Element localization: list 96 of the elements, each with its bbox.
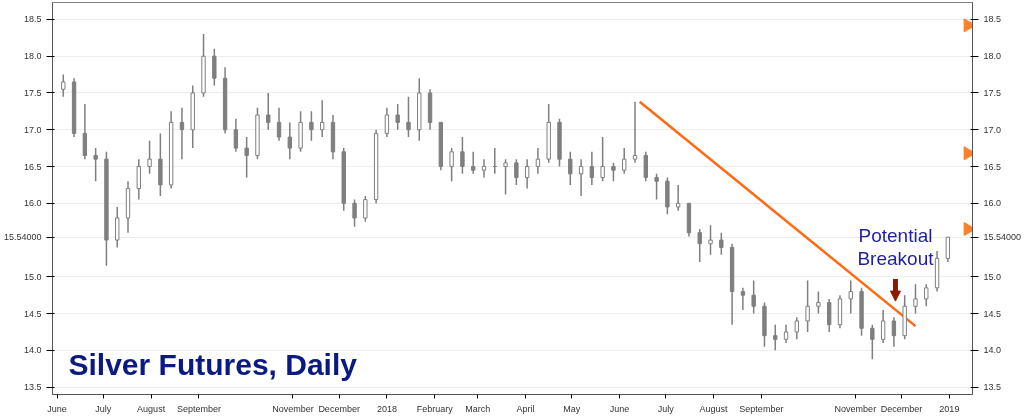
x-tick-label: November	[834, 403, 877, 414]
y2-tick-label: 18.5	[983, 14, 1002, 25]
candlestick	[287, 121, 293, 160]
y-tick-label: 17.0	[23, 124, 42, 135]
candlestick	[589, 151, 595, 186]
y2-tick-label: 16.0	[983, 198, 1002, 209]
candlestick	[578, 158, 584, 197]
candlestick	[309, 110, 314, 142]
candlestick	[600, 136, 605, 182]
x-tick-label: December	[880, 403, 923, 414]
candlestick	[870, 323, 875, 360]
candlestick	[395, 103, 400, 131]
candlestick	[913, 283, 918, 315]
y2-tick-label: 18.0	[983, 51, 1002, 62]
y2-tick-label: 16.5	[983, 161, 1002, 172]
candlestick	[675, 184, 681, 212]
candlestick	[611, 162, 616, 182]
x-tick-label: July	[657, 403, 675, 414]
candlestick	[524, 158, 530, 190]
candlestick	[406, 95, 411, 138]
y-tick-label: 13.5	[23, 382, 42, 393]
candlestick	[924, 283, 929, 307]
candlestick	[244, 136, 249, 179]
candlestick	[945, 236, 951, 263]
x-tick-label: June	[609, 403, 630, 414]
x-tick-label: December	[318, 403, 360, 414]
candlestick	[816, 290, 821, 315]
y-tick-label: 15.54000	[3, 232, 42, 243]
x-tick-label: November	[272, 403, 314, 414]
candlestick	[514, 158, 519, 186]
x-tick-label: March	[465, 403, 491, 414]
y2-tick-label: 15.54000	[983, 232, 1022, 243]
candlestick	[751, 279, 756, 315]
candlestick	[266, 92, 271, 131]
x-tick-label: June	[47, 403, 67, 414]
candlestick	[363, 195, 368, 223]
candlestick	[891, 316, 897, 348]
candlestick	[773, 323, 778, 352]
candlestick	[794, 316, 800, 341]
candlestick	[783, 323, 789, 344]
candlestick	[848, 279, 853, 315]
candlestick	[212, 48, 217, 87]
x-tick-label: May	[563, 403, 581, 414]
candlestick	[352, 198, 357, 228]
y-tick-label: 18.0	[23, 51, 42, 62]
x-tick-label: August	[137, 403, 166, 414]
candlestick	[136, 158, 141, 201]
candlestick	[276, 106, 282, 142]
x-tick-label: September	[176, 403, 221, 414]
candlestick	[632, 101, 638, 164]
candlestick	[719, 231, 724, 256]
candlestick	[93, 147, 98, 182]
x-tick-label: September	[739, 403, 784, 414]
x-tick-label: July	[95, 403, 112, 414]
candlestick	[568, 151, 573, 186]
candlestick	[622, 147, 627, 175]
x-tick-label: 2019	[939, 403, 960, 414]
y2-tick-label: 14.0	[983, 345, 1002, 356]
y2-tick-label: 17.5	[983, 87, 1002, 98]
candlestick	[697, 228, 702, 263]
candlestick	[654, 173, 659, 201]
candlestick	[147, 140, 152, 175]
candlestick	[481, 158, 487, 179]
y-tick-label: 16.5	[23, 161, 42, 172]
candlestick	[708, 224, 713, 256]
candlestick	[115, 206, 120, 249]
candlestick	[384, 106, 390, 138]
annotation: Potential Breakout	[857, 224, 935, 270]
candlestick	[826, 298, 832, 333]
candlestick	[880, 309, 886, 344]
candlestick	[449, 147, 454, 182]
y-tick-label: 15.0	[23, 271, 42, 282]
y2-tick-label: 14.5	[983, 308, 1002, 319]
candlestick	[805, 279, 810, 333]
y-tick-label: 14.5	[23, 308, 42, 319]
candlestick	[471, 151, 476, 175]
candlestick	[61, 73, 66, 98]
candlestick	[740, 287, 746, 311]
x-tick-label: 2018	[376, 403, 397, 414]
y-tick-label: 18.5	[23, 14, 42, 25]
y2-tick-label: 17.0	[983, 124, 1002, 135]
text: Silver Futures, Daily	[68, 347, 358, 381]
y2-tick-label: 13.5	[983, 382, 1002, 393]
x-tick-label: August	[699, 403, 729, 414]
x-tick-label: February	[416, 403, 454, 414]
candlestick	[82, 103, 88, 160]
candlestick	[233, 117, 239, 153]
candlestick	[503, 158, 508, 196]
x-tick-label: April	[516, 403, 535, 414]
y2-tick-label: 15.0	[983, 271, 1002, 282]
candlestick	[319, 99, 325, 138]
candlestick	[643, 151, 648, 182]
y-tick-label: 17.5	[23, 87, 42, 98]
y-tick-label: 16.0	[23, 198, 42, 209]
y-tick-label: 14.0	[23, 345, 42, 356]
candlestick	[460, 136, 465, 175]
